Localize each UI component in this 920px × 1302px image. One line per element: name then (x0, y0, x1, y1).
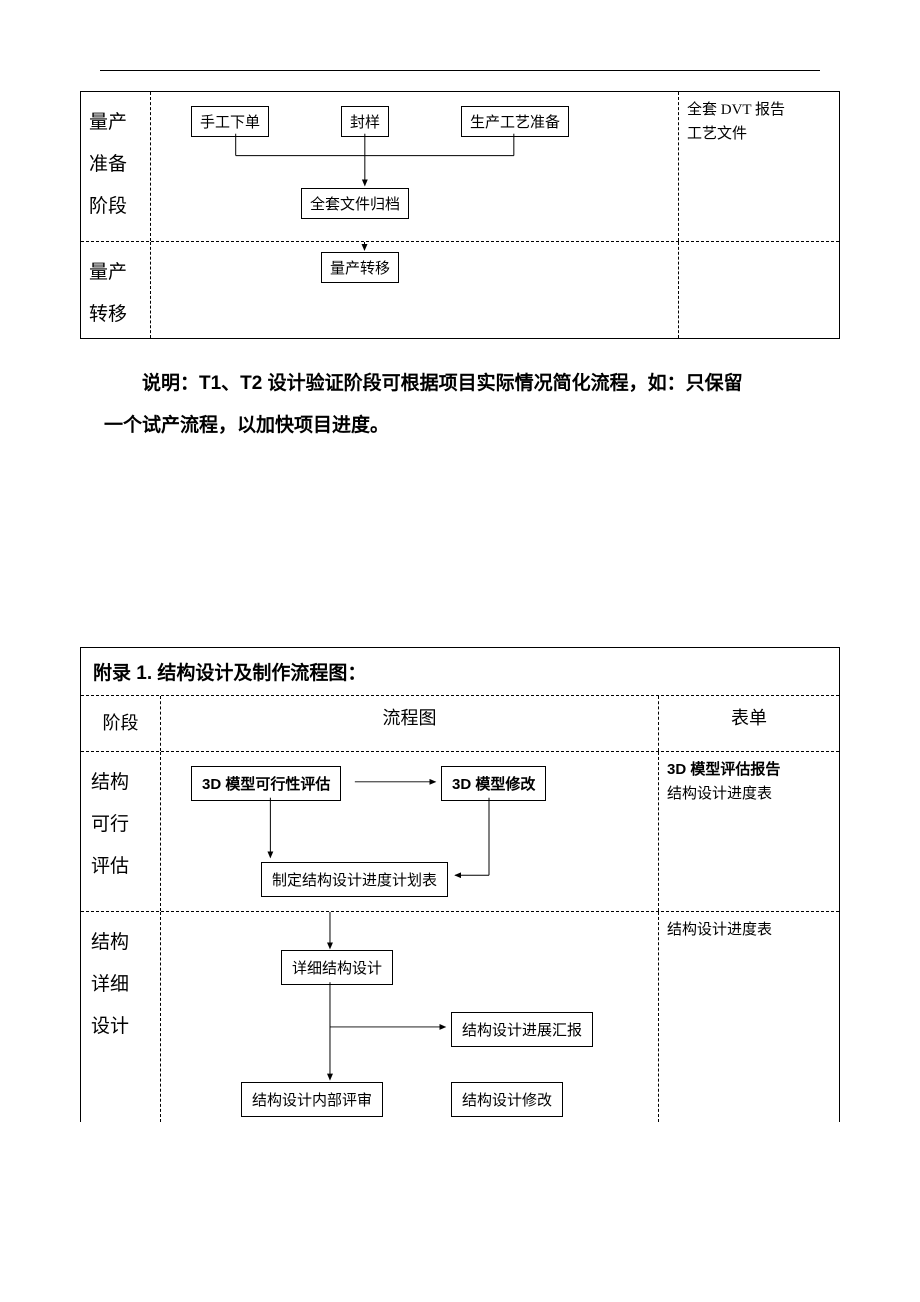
form-item: 3D 模型评估报告 (667, 758, 831, 782)
stage-label: 结构 (91, 762, 150, 804)
flow-cell: 手工下单 封样 生产工艺准备 全套文件归档 (151, 92, 679, 241)
table-row: 量产 准备 阶段 手工下单 封样 生产工艺准备 全套文件归档 (81, 92, 839, 242)
flow-box: 手工下单 (191, 106, 269, 137)
flow-box: 封样 (341, 106, 389, 137)
horizontal-rule (100, 70, 820, 71)
explanation-paragraph: 说明：T1、T2 设计验证阶段可根据项目实际情况简化流程，如：只保留 一个试产流… (104, 363, 816, 447)
stage-label: 结构 (91, 922, 150, 964)
table-header: 阶段 流程图 表单 (81, 696, 839, 753)
form-item: 结构设计进度表 (667, 918, 831, 942)
stage-label: 阶段 (89, 186, 142, 228)
flow-cell: 详细结构设计 结构设计进展汇报 结构设计内部评审 结构设计修改 (161, 912, 659, 1122)
form-item: 结构设计进度表 (667, 782, 831, 806)
stage-cell: 量产 准备 阶段 (81, 92, 151, 241)
production-table: 量产 准备 阶段 手工下单 封样 生产工艺准备 全套文件归档 (80, 91, 840, 339)
stage-label: 设计 (91, 1006, 150, 1048)
para-body: 一个试产流程，以加快项目进度。 (104, 405, 389, 447)
stage-cell: 结构 详细 设计 (81, 912, 161, 1122)
flow-box: 结构设计内部评审 (241, 1082, 383, 1117)
stage-label: 量产 (89, 252, 142, 294)
stage-label: 转移 (89, 294, 142, 336)
header-forms: 表单 (659, 696, 839, 752)
flow-box: 生产工艺准备 (461, 106, 569, 137)
flow-cell: 3D 模型可行性评估 3D 模型修改 制定结构设计进度计划表 (161, 752, 659, 911)
flow-box: 3D 模型可行性评估 (191, 766, 341, 801)
page: 量产 准备 阶段 手工下单 封样 生产工艺准备 全套文件归档 (0, 0, 920, 1202)
header-stage: 阶段 (81, 696, 161, 752)
flow-box: 量产转移 (321, 252, 399, 283)
stage-label: 评估 (91, 846, 150, 888)
flow-box: 结构设计修改 (451, 1082, 563, 1117)
stage-label: 可行 (91, 804, 150, 846)
stage-label: 量产 (89, 102, 142, 144)
stage-cell: 量产 转移 (81, 242, 151, 338)
flow-box: 详细结构设计 (281, 950, 393, 985)
appendix-table: 附录 1. 结构设计及制作流程图： 阶段 流程图 表单 结构 可行 评估 3D … (80, 647, 840, 1123)
forms-cell (679, 242, 839, 338)
header-flow: 流程图 (161, 696, 659, 752)
flow-cell: 量产转移 (151, 242, 679, 338)
flow-box: 结构设计进展汇报 (451, 1012, 593, 1047)
forms-cell: 全套 DVT 报告 工艺文件 (679, 92, 839, 241)
stage-label: 详细 (91, 964, 150, 1006)
form-item: 全套 DVT 报告 (687, 98, 831, 122)
para-body: 设计验证阶段可根据项目实际情况简化流程，如：只保留 (268, 373, 743, 394)
stage-cell: 结构 可行 评估 (81, 752, 161, 911)
table-row: 量产 转移 量产转移 (81, 242, 839, 338)
stage-label: 准备 (89, 144, 142, 186)
table-row: 结构 可行 评估 3D 模型可行性评估 3D 模型修改 制定结构设计进度计划表 (81, 752, 839, 912)
flow-box: 3D 模型修改 (441, 766, 546, 801)
flow-box: 全套文件归档 (301, 188, 409, 219)
appendix-title: 附录 1. 结构设计及制作流程图： (81, 648, 839, 696)
forms-cell: 结构设计进度表 (659, 912, 839, 1122)
forms-cell: 3D 模型评估报告 结构设计进度表 (659, 752, 839, 911)
flow-box: 制定结构设计进度计划表 (261, 862, 448, 897)
table-row: 结构 详细 设计 详细结构设计 结构设计进展汇报 结构设计内部评审 结构设计修改 (81, 912, 839, 1122)
flow-lines (151, 242, 678, 338)
form-item: 工艺文件 (687, 122, 831, 146)
para-lead: 说明：T1、T2 (142, 373, 268, 394)
